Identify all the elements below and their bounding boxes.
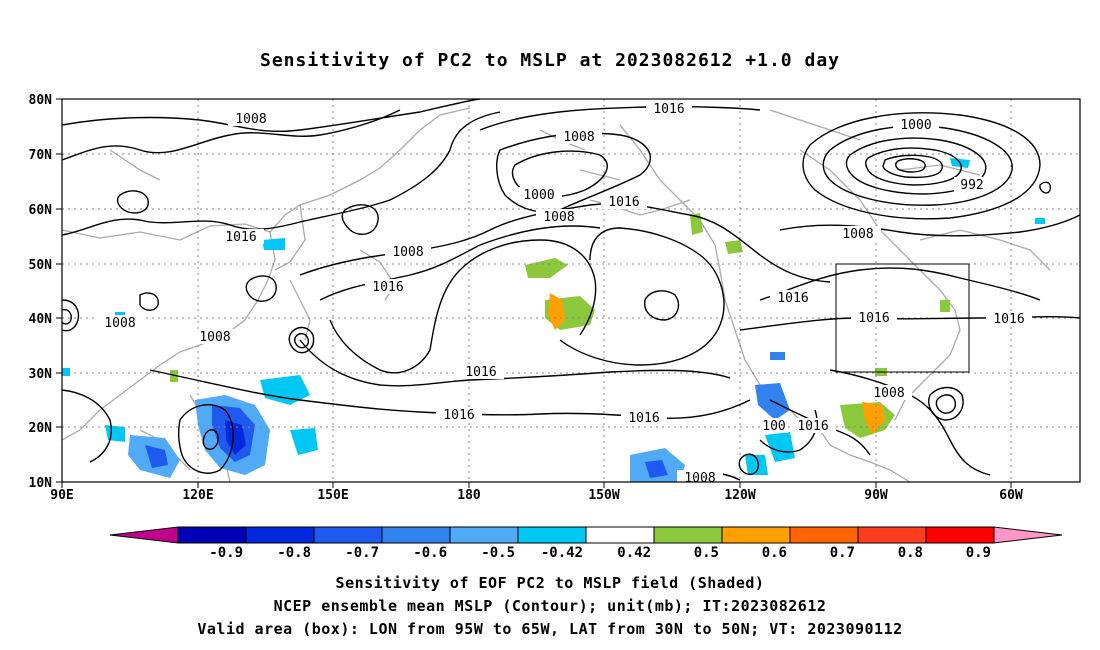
colorbar-label: 0.8	[898, 545, 923, 561]
lat-tick-label: 70N	[29, 148, 53, 163]
lon-tick-label: 90W	[864, 488, 888, 503]
contour-label: 1016	[628, 411, 659, 426]
sensitivity-shading	[62, 158, 1045, 482]
contour-label: 992	[960, 178, 983, 193]
lat-tick-label: 50N	[29, 258, 53, 273]
contour-label: 1000	[523, 188, 554, 203]
map-title: Sensitivity of PC2 to MSLP at 2023082612…	[259, 50, 840, 71]
contour-label: 1008	[563, 130, 594, 145]
lon-tick-label: 180	[457, 488, 481, 503]
lon-tick-label: 150E	[317, 488, 348, 503]
colorbar-swatch	[449, 526, 519, 544]
contour-label: 1008	[104, 316, 135, 331]
contour-label: 1000	[900, 118, 931, 133]
colorbar-label: -0.7	[345, 545, 379, 561]
lat-tick-label: 20N	[29, 421, 53, 436]
lon-tick-label: 90E	[50, 488, 73, 503]
colorbar-swatch	[653, 526, 723, 544]
lat-tick-labels: 80N 70N 60N 50N 40N 30N 20N 10N	[29, 93, 53, 491]
contour-label: 1016	[608, 195, 639, 210]
contour-label: 1016	[465, 365, 496, 380]
contour-label: 1016	[993, 312, 1024, 327]
lon-tick-labels: 90E 120E 150E 180 150W 120W 90W 60W	[50, 488, 1023, 503]
contour-labels: 1008 1008 1016 1000 1008 1016 1000 992 1…	[97, 101, 1032, 486]
colorbar-label: -0.8	[277, 545, 311, 561]
colorbar-swatch	[245, 526, 315, 544]
contour-label: 1008	[873, 386, 904, 401]
colorbar-label: -0.5	[481, 545, 515, 561]
contour-label: 100	[762, 419, 785, 434]
lat-tick-label: 30N	[29, 367, 53, 382]
caption-line-1: Sensitivity of EOF PC2 to MSLP field (Sh…	[335, 574, 765, 592]
contour-label: 1016	[225, 230, 256, 245]
colorbar-swatch	[177, 526, 247, 544]
contour-label: 1008	[392, 245, 423, 260]
colorbar-swatch	[517, 526, 587, 544]
colorbar-swatch	[585, 526, 655, 544]
lon-tick-label: 60W	[999, 488, 1023, 503]
valid-area-box	[835, 263, 970, 373]
contour-label: 1016	[443, 408, 474, 423]
lat-tick-label: 40N	[29, 312, 53, 327]
contour-label: 1016	[777, 291, 808, 306]
lon-tick-label: 120W	[724, 488, 755, 503]
colorbar-label: 0.5	[694, 545, 719, 561]
colorbar: -0.9 -0.8 -0.7 -0.6 -0.5 -0.42 0.42 0.5 0.6 0.7 0.…	[109, 526, 1063, 561]
colorbar-left-triangle	[109, 526, 179, 544]
lat-tick-label: 60N	[29, 203, 53, 218]
lon-tick-label: 120E	[182, 488, 213, 503]
colorbar-swatch	[721, 526, 791, 544]
contour-label: 1016	[653, 102, 684, 117]
colorbar-right-triangle	[993, 526, 1063, 544]
contour-label: 1008	[235, 112, 266, 127]
colorbar-label: -0.42	[541, 545, 583, 561]
caption-line-2: NCEP ensemble mean MSLP (Contour); unit(…	[273, 597, 827, 615]
contour-label: 1008	[684, 471, 715, 486]
caption-line-3: Valid area (box): LON from 95W to 65W, L…	[197, 620, 903, 638]
contour-label: 1016	[858, 311, 889, 326]
lon-tick-label: 150W	[588, 488, 619, 503]
colorbar-label: 0.7	[830, 545, 855, 561]
colorbar-swatch	[857, 526, 927, 544]
colorbar-label: -0.6	[413, 545, 447, 561]
lat-tick-label: 80N	[29, 93, 53, 108]
contour-label: 1008	[199, 330, 230, 345]
contour-label: 1016	[372, 280, 403, 295]
lat-tick-label: 10N	[29, 476, 53, 491]
contour-label: 1008	[842, 227, 873, 242]
contour-label: 1008	[543, 210, 574, 225]
tick-marks	[56, 98, 1012, 488]
contour-label: 1016	[797, 419, 828, 434]
colorbar-swatch	[789, 526, 859, 544]
colorbar-swatch	[313, 526, 383, 544]
colorbar-swatch	[381, 526, 451, 544]
colorbar-label: 0.6	[762, 545, 787, 561]
colorbar-label: -0.9	[209, 545, 243, 561]
plot-frame	[61, 98, 1081, 483]
colorbar-label: 0.42	[617, 545, 651, 561]
colorbar-swatch	[925, 526, 995, 544]
colorbar-label: 0.9	[966, 545, 991, 561]
